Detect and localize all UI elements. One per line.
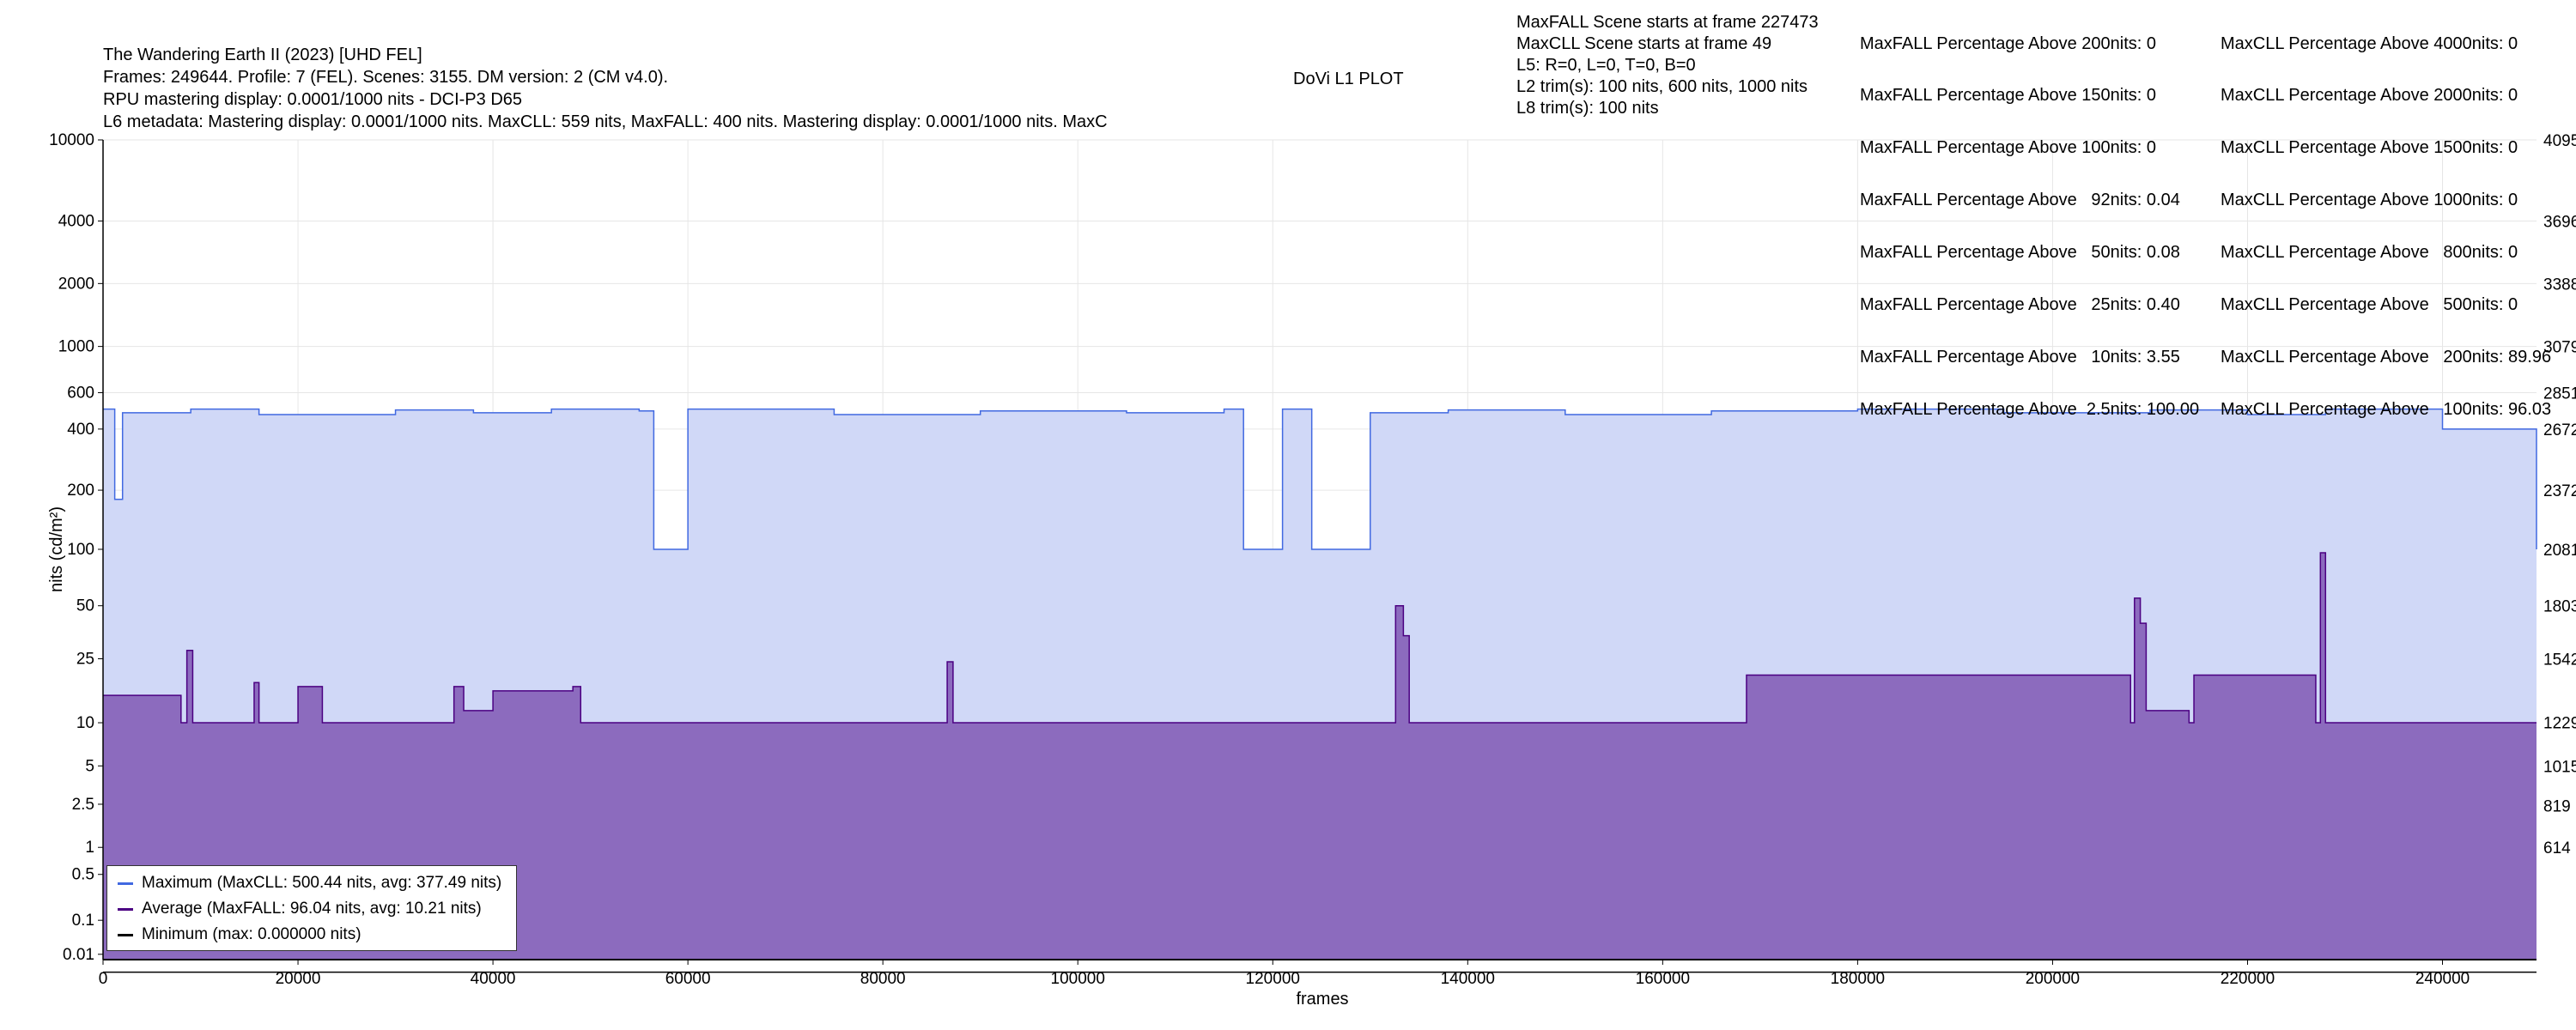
legend-item-minimum: Minimum (max: 0.000000 nits) (118, 923, 361, 947)
info-line: L5: R=0, L=0, T=0, B=0 (1516, 56, 1696, 75)
stat-line: MaxFALL Percentage Above 25nits: 0.40 (1860, 295, 2180, 315)
stat-line: MaxCLL Percentage Above 800nits: 0 (2221, 243, 2518, 263)
legend-swatch-average (118, 907, 133, 911)
y-tick-label-left: 0.5 (72, 866, 94, 884)
y-tick-label-right: 2851 (2543, 385, 2576, 403)
y-tick-label-left: 10000 (49, 131, 94, 149)
legend-swatch-maximum (118, 882, 133, 885)
movie-title: The Wandering Earth II (2023) [UHD FEL] (103, 45, 422, 64)
legend: Maximum (MaxCLL: 500.44 nits, avg: 377.4… (106, 865, 517, 951)
y-tick-label-right: 2372 (2543, 482, 2576, 500)
x-tick-label: 0 (99, 970, 108, 988)
stat-line: MaxCLL Percentage Above 100nits: 96.03 (2221, 399, 2552, 419)
stat-line: MaxFALL Percentage Above 100nits: 0 (1860, 138, 2157, 158)
stat-line: MaxCLL Percentage Above 1500nits: 0 (2221, 138, 2518, 158)
series-area-1 (103, 552, 2537, 960)
x-tick-label: 180000 (1831, 970, 1885, 988)
y-tick-label-right: 1542 (2543, 651, 2576, 670)
legend-label: Minimum (max: 0.000000 nits) (142, 925, 361, 943)
y-tick-label-left: 2000 (58, 275, 94, 293)
x-tick-label: 20000 (276, 970, 321, 988)
series-line-1 (103, 552, 2537, 724)
y-tick-label-left: 0.1 (72, 912, 94, 930)
stat-line: MaxFALL Percentage Above 92nits: 0.04 (1860, 191, 2180, 210)
y-tick-label-right: 3696 (2543, 213, 2576, 231)
y-tick-label-right: 3079 (2543, 339, 2576, 357)
y-tick-label-left: 200 (67, 482, 94, 500)
x-tick-label: 220000 (2221, 970, 2275, 988)
x-tick-label: 240000 (2415, 970, 2470, 988)
stat-line: MaxFALL Percentage Above 2.5nits: 100.00 (1860, 399, 2200, 419)
maxfall-stats: MaxFALL Percentage Above 200nits: 0 MaxF… (1860, 0, 2199, 435)
y-tick-label-left: 600 (67, 384, 94, 402)
y-tick-label-right: 2672 (2543, 421, 2576, 439)
legend-item-average: Average (MaxFALL: 96.04 nits, avg: 10.21… (118, 897, 482, 921)
stat-line: MaxCLL Percentage Above 2000nits: 0 (2221, 86, 2518, 106)
header-info: The Wandering Earth II (2023) [UHD FEL] … (103, 45, 1108, 134)
info-line: MaxCLL Scene starts at frame 49 (1516, 34, 1772, 53)
y-tick-label-left: 4000 (58, 212, 94, 230)
x-axis-label: frames (1296, 990, 1348, 1009)
l6-info: L6 metadata: Mastering display: 0.0001/1… (103, 112, 1108, 131)
x-tick-label: 160000 (1636, 970, 1690, 988)
series-line-0 (103, 408, 2537, 550)
stat-line: MaxFALL Percentage Above 150nits: 0 (1860, 86, 2157, 106)
info-line: MaxFALL Scene starts at frame 227473 (1516, 13, 1819, 32)
stat-line: MaxCLL Percentage Above 200nits: 89.96 (2221, 347, 2552, 367)
x-tick-label: 120000 (1246, 970, 1300, 988)
x-tick-label: 40000 (471, 970, 516, 988)
y-tick-label-left: 100 (67, 541, 94, 559)
y-tick-label-left: 400 (67, 421, 94, 439)
stat-line: MaxCLL Percentage Above 1000nits: 0 (2221, 191, 2518, 210)
x-tick-label: 60000 (665, 970, 711, 988)
y-tick-label-left: 50 (76, 597, 94, 615)
y-tick-label-right: 819 (2543, 798, 2571, 816)
legend-item-maximum: Maximum (MaxCLL: 500.44 nits, avg: 377.4… (118, 871, 501, 895)
y-axis-label: nits (cd/m²) (47, 506, 66, 592)
legend-label: Maximum (MaxCLL: 500.44 nits, avg: 377.4… (142, 874, 502, 892)
stat-line: MaxFALL Percentage Above 50nits: 0.08 (1860, 243, 2180, 263)
frames-info: Frames: 249644. Profile: 7 (FEL). Scenes… (103, 68, 669, 87)
legend-label: Average (MaxFALL: 96.04 nits, avg: 10.21… (142, 900, 482, 918)
y-tick-label-left: 2.5 (72, 796, 94, 814)
tick-labels: 0 20000 40000 60000 80000 100000 120000 140000 1… (49, 131, 2576, 988)
y-tick-label-right: 4095 (2543, 132, 2576, 150)
stat-line: MaxCLL Percentage Above 500nits: 0 (2221, 295, 2518, 315)
y-tick-label-right: 1803 (2543, 598, 2576, 616)
stat-line: MaxFALL Percentage Above 200nits: 0 (1860, 33, 2157, 53)
scene-info: MaxFALL Scene starts at frame 227473 Max… (1516, 12, 1819, 119)
y-tick-label-left: 25 (76, 651, 94, 669)
x-tick-label: 140000 (1441, 970, 1495, 988)
y-tick-label-left: 5 (85, 757, 94, 775)
y-tick-label-left: 0.01 (63, 946, 94, 964)
legend-swatch-minimum (118, 933, 133, 936)
y-tick-label-right: 1229 (2543, 715, 2576, 733)
x-tick-label: 200000 (2026, 970, 2080, 988)
y-tick-label-right: 3388 (2543, 276, 2576, 294)
axes (102, 140, 2537, 960)
rpu-info: RPU mastering display: 0.0001/1000 nits … (103, 90, 523, 109)
y-tick-label-left: 1000 (58, 338, 94, 356)
y-tick-label-right: 614 (2543, 839, 2571, 857)
y-tick-label-left: 1 (85, 839, 94, 857)
y-tick-label-right: 2081 (2543, 542, 2576, 560)
plot-name: DoVi L1 PLOT (1293, 70, 1404, 88)
info-line: L2 trim(s): 100 nits, 600 nits, 1000 nit… (1516, 77, 1808, 96)
y-tick-label-left: 10 (76, 714, 94, 732)
info-line: L8 trim(s): 100 nits (1516, 99, 1659, 118)
x-tick-label: 100000 (1051, 970, 1105, 988)
series-layer (103, 408, 2537, 973)
stat-line: MaxCLL Percentage Above 4000nits: 0 (2221, 33, 2518, 53)
y-tick-label-right: 1015 (2543, 758, 2576, 776)
maxcll-stats: MaxCLL Percentage Above 4000nits: 0 MaxC… (2221, 0, 2551, 435)
stat-line: MaxFALL Percentage Above 10nits: 3.55 (1860, 347, 2180, 367)
x-tick-label: 80000 (860, 970, 906, 988)
